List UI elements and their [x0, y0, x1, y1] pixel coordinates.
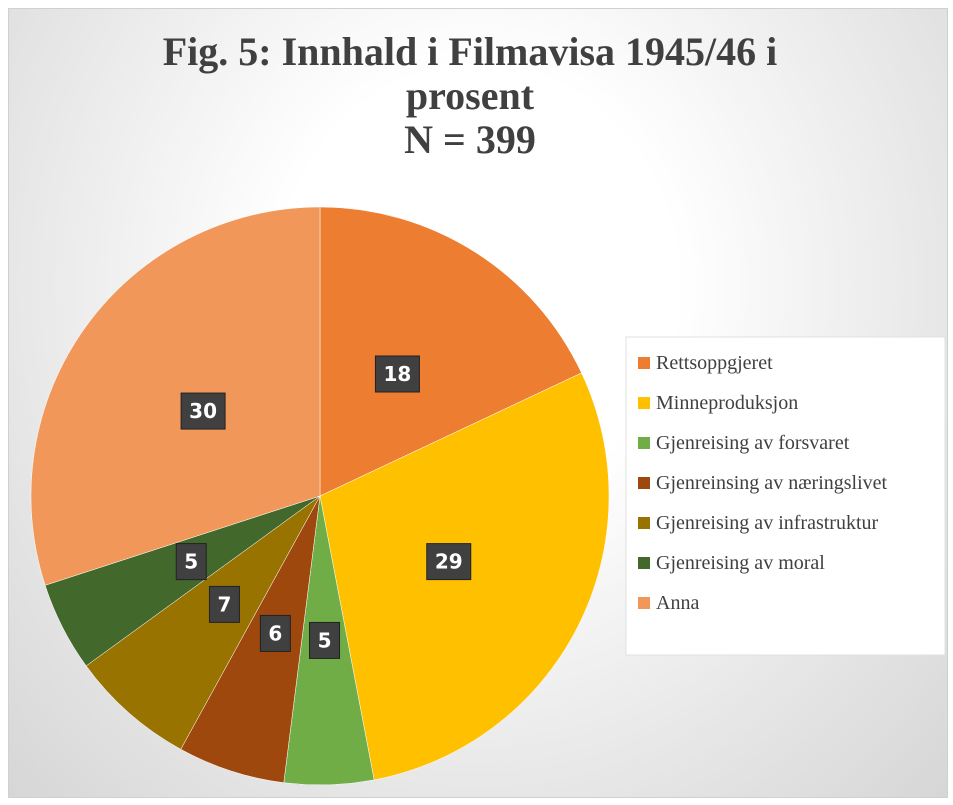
- pie-slice: [85, 495, 321, 750]
- legend-label: Gjenreising av infrastruktur: [656, 512, 878, 534]
- data-label: 5: [184, 550, 198, 574]
- legend-swatch: [638, 597, 650, 609]
- legend-swatch: [638, 437, 650, 449]
- data-label: 18: [384, 362, 412, 386]
- data-label: 5: [318, 628, 332, 652]
- data-label-box: [426, 543, 472, 581]
- legend-label: Gjenreinsing av næringslivet: [656, 472, 888, 494]
- legend-swatch: [638, 517, 650, 529]
- pie-slice: [30, 206, 321, 586]
- data-label: 6: [268, 621, 282, 645]
- legend-label: Anna: [656, 592, 699, 614]
- pie-slice: [319, 206, 582, 497]
- legend-label: Gjenreising av forsvaret: [656, 432, 850, 454]
- chart-title: Fig. 5: Innhald i Filmavisa 1945/46 i pr…: [162, 29, 778, 118]
- data-label-box: [180, 392, 226, 430]
- legend-label: Rettsoppgjeret: [656, 352, 773, 374]
- data-label: 29: [435, 550, 463, 574]
- legend-swatch: [638, 557, 650, 569]
- chart-subtitle: N = 399: [404, 117, 536, 162]
- legend-label: Gjenreising av moral: [656, 552, 825, 574]
- data-label: 30: [189, 399, 217, 423]
- legend-swatch: [638, 397, 650, 409]
- legend-box: [625, 336, 946, 656]
- legend-swatch: [638, 477, 650, 489]
- data-label-box: [374, 355, 420, 393]
- data-label-box: [208, 585, 240, 623]
- legend-label: Minneproduksjon: [656, 392, 798, 414]
- legend-swatch: [638, 357, 650, 369]
- data-label-box: [175, 543, 207, 581]
- data-label-box: [259, 614, 291, 652]
- data-label: 7: [217, 592, 231, 616]
- data-label-box: [309, 621, 341, 659]
